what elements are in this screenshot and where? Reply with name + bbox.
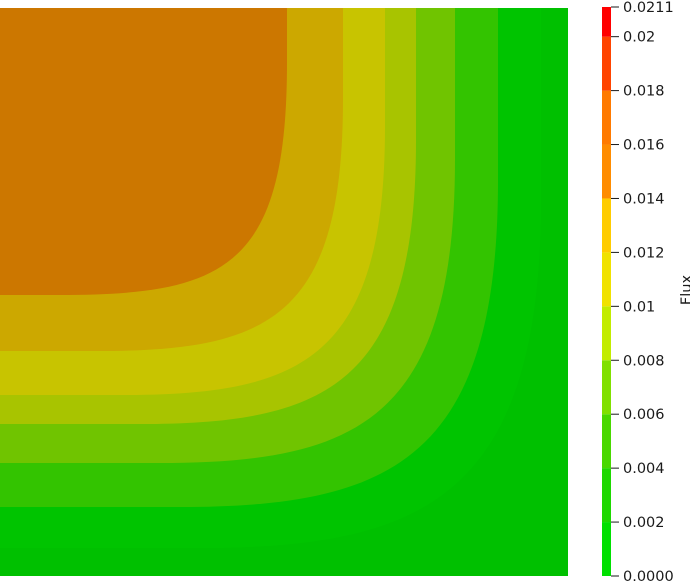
colorbar-band-10 <box>602 36 611 91</box>
colorbar-tick-label: 0.01 <box>623 299 655 315</box>
colorbar-title: Flux <box>679 275 690 306</box>
contour-band-7 <box>0 8 287 295</box>
colorbar-band-3 <box>602 414 611 469</box>
colorbar-tick-label: 0.012 <box>623 245 665 261</box>
colorbar-band-5 <box>602 306 611 361</box>
colorbar-tick-label: 0.002 <box>623 515 665 531</box>
colorbar-tick-label: 0.0000 <box>623 569 674 581</box>
colorbar-band-9 <box>602 90 611 145</box>
colorbar-tick-label: 0.008 <box>623 353 665 369</box>
colorbar-tick-label: 0.006 <box>623 407 665 423</box>
colorbar-band-2 <box>602 468 611 523</box>
colorbar-tick-label: 0.0211 <box>623 0 674 16</box>
colorbar-band-6 <box>602 252 611 307</box>
colorbar-tick-label: 0.018 <box>623 84 665 100</box>
colorbar-band-4 <box>602 360 611 415</box>
colorbar-band-1 <box>602 522 611 576</box>
colorbar-band-8 <box>602 144 611 199</box>
colorbar-tick-label: 0.014 <box>623 191 665 207</box>
colorbar-band-11 <box>602 7 611 37</box>
colorbar-tick-label: 0.016 <box>623 138 665 154</box>
colorbar-tick-label: 0.004 <box>623 461 665 477</box>
colorbar-tick-label: 0.02 <box>623 30 655 46</box>
colorbar-band-7 <box>602 198 611 253</box>
